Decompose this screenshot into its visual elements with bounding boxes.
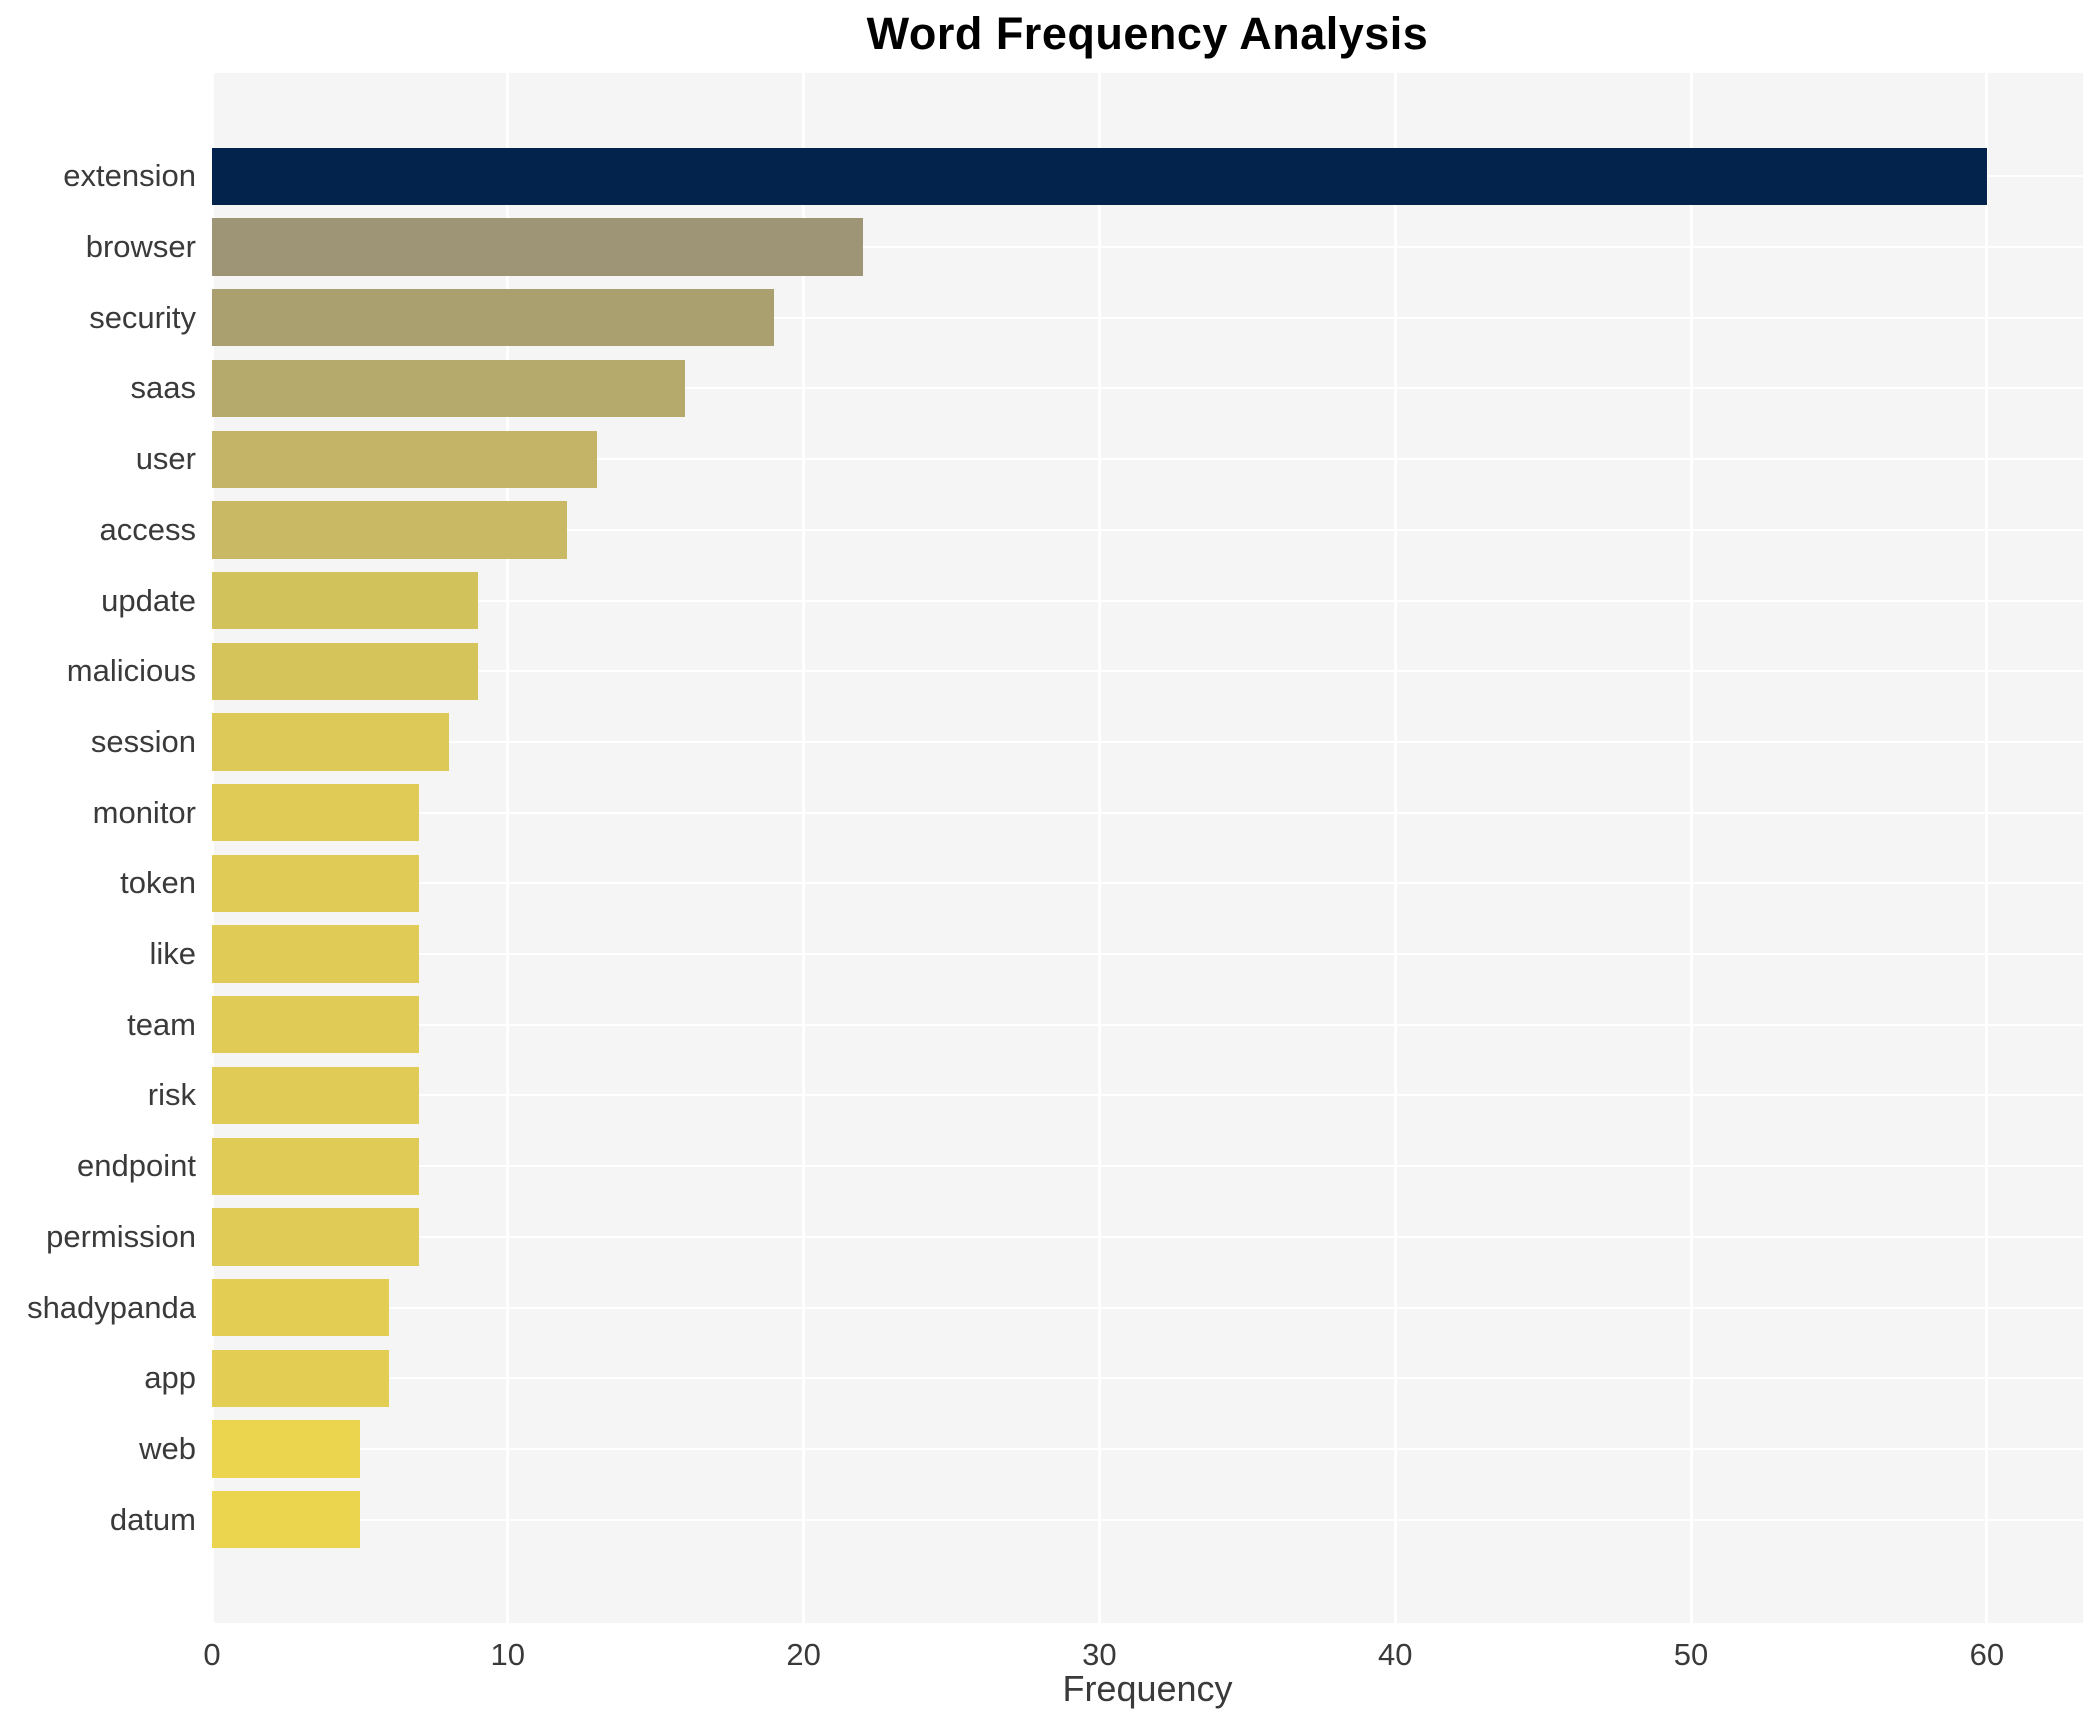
y-label-risk: risk — [147, 1077, 196, 1113]
y-label-saas: saas — [130, 370, 196, 406]
bar-row — [212, 1414, 2083, 1485]
bar-security — [212, 289, 775, 347]
bar-web — [212, 1420, 360, 1478]
vertical-gridline — [210, 73, 214, 1623]
bar-datum — [212, 1491, 360, 1549]
x-tick-30: 30 — [1082, 1637, 1117, 1672]
bar-row — [212, 848, 2083, 919]
y-label-shadypanda: shadypanda — [27, 1289, 196, 1325]
y-axis-labels: extension browser security saas user access up… — [0, 73, 196, 1623]
bar-session — [212, 713, 449, 771]
horizontal-gridline — [212, 1377, 2083, 1380]
vertical-gridline — [1689, 73, 1693, 1623]
bar-row — [212, 565, 2083, 636]
y-label-app: app — [144, 1360, 196, 1396]
bar-like — [212, 925, 420, 983]
horizontal-gridline — [212, 740, 2083, 743]
bar-endpoint — [212, 1137, 420, 1195]
y-label-like: like — [149, 936, 196, 972]
vertical-gridline — [1097, 73, 1101, 1623]
bar-risk — [212, 1066, 420, 1125]
bar-row — [212, 1343, 2083, 1414]
y-label-malicious: malicious — [66, 653, 196, 689]
horizontal-gridline — [212, 1448, 2083, 1450]
vertical-gridline — [802, 73, 806, 1623]
y-label-team: team — [127, 1006, 196, 1042]
horizontal-gridline — [212, 953, 2083, 956]
bar-row — [212, 777, 2083, 848]
bar-team — [212, 996, 420, 1054]
horizontal-gridline — [212, 670, 2083, 673]
bar-monitor — [212, 784, 420, 842]
bar-malicious — [212, 642, 479, 700]
bar-row — [212, 919, 2083, 990]
x-tick-20: 20 — [786, 1637, 821, 1672]
bar-row — [212, 989, 2083, 1060]
y-label-endpoint: endpoint — [77, 1148, 196, 1184]
x-tick-60: 60 — [1969, 1637, 2005, 1672]
y-label-extension: extension — [63, 158, 196, 194]
bar-app — [212, 1349, 390, 1407]
bar-row — [212, 495, 2083, 566]
bar-row — [212, 1060, 2083, 1131]
horizontal-gridline — [212, 1518, 2083, 1521]
horizontal-gridline — [212, 811, 2083, 814]
bar-row — [212, 1484, 2083, 1555]
bar-user — [212, 430, 597, 488]
y-label-security: security — [89, 299, 196, 335]
bar-row — [212, 424, 2083, 495]
x-tick-0: 0 — [203, 1637, 221, 1672]
bar-row — [212, 141, 2083, 212]
vertical-gridline — [1393, 73, 1397, 1623]
bar-row — [212, 1131, 2083, 1202]
horizontal-gridline — [212, 1235, 2083, 1238]
x-axis-title: Frequency — [1062, 1668, 1233, 1709]
bar-rows — [212, 73, 2083, 1623]
x-tick-40: 40 — [1377, 1637, 1413, 1672]
y-label-update: update — [101, 582, 196, 618]
bar-row — [212, 707, 2083, 778]
bar-token — [212, 854, 420, 913]
bar-browser — [212, 218, 863, 276]
bar-shadypanda — [212, 1278, 390, 1337]
y-label-datum: datum — [109, 1501, 196, 1537]
horizontal-gridline — [212, 1306, 2083, 1309]
bar-extension — [212, 147, 1987, 205]
horizontal-gridline — [212, 528, 2083, 531]
x-tick-50: 50 — [1673, 1637, 1709, 1672]
horizontal-gridline — [212, 599, 2083, 602]
y-label-access: access — [99, 511, 196, 547]
y-label-token: token — [120, 865, 196, 901]
horizontal-gridline — [212, 1023, 2083, 1026]
x-tick-10: 10 — [490, 1637, 526, 1672]
horizontal-gridline — [212, 387, 2083, 390]
bar-row — [212, 1272, 2083, 1343]
bar-row — [212, 282, 2083, 353]
horizontal-gridline — [212, 246, 2083, 249]
y-label-user: user — [135, 441, 196, 477]
bar-row — [212, 353, 2083, 424]
y-label-monitor: monitor — [92, 794, 196, 830]
y-label-browser: browser — [85, 229, 196, 265]
horizontal-gridline — [212, 458, 2083, 461]
y-label-web: web — [139, 1431, 196, 1466]
bar-permission — [212, 1208, 420, 1266]
bar-update — [212, 571, 479, 630]
vertical-gridline — [1985, 73, 1989, 1623]
horizontal-gridline — [212, 1165, 2083, 1168]
bar-row — [212, 636, 2083, 707]
plot-area — [210, 73, 2083, 1623]
bar-row — [212, 212, 2083, 283]
horizontal-gridline — [212, 882, 2083, 885]
bar-row — [212, 1202, 2083, 1273]
vertical-gridline — [506, 73, 510, 1623]
chart-title: Word Frequency Analysis — [866, 8, 1429, 59]
bar-access — [212, 501, 567, 559]
horizontal-gridline — [212, 1094, 2083, 1097]
bar-saas — [212, 359, 686, 418]
y-label-session: session — [90, 723, 196, 759]
horizontal-gridline — [212, 316, 2083, 319]
y-label-permission: permission — [46, 1218, 196, 1254]
